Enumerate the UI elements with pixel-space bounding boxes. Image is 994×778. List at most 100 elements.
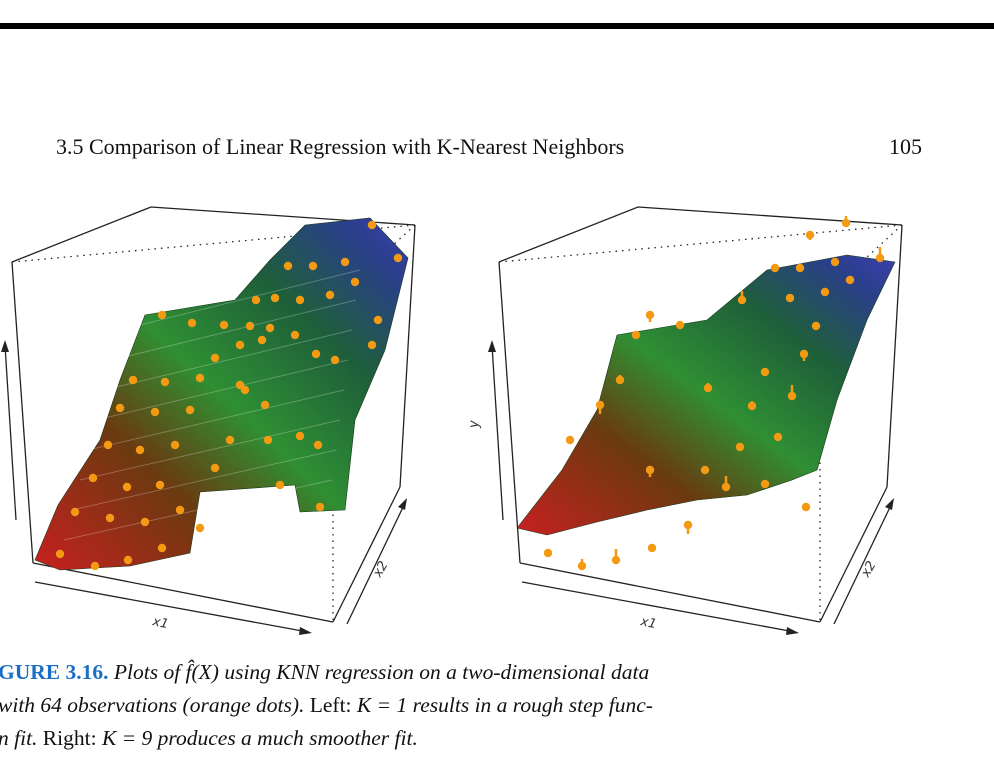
observation-point — [257, 335, 267, 345]
caption-line-2: with 64 observations (orange dots). Left… — [0, 693, 653, 718]
observation-point — [760, 367, 770, 377]
figure-label: GURE 3.16. — [0, 660, 109, 684]
observation-point — [235, 380, 245, 390]
observation-point — [195, 373, 205, 383]
observation-point — [157, 310, 167, 320]
box-edge — [498, 261, 521, 564]
arrow-head — [1, 340, 9, 352]
observation-point — [219, 320, 229, 330]
observation-point — [735, 442, 745, 452]
observation-point — [683, 520, 693, 530]
observation-point — [103, 440, 113, 450]
observation-point — [611, 555, 621, 565]
observation-point — [157, 543, 167, 553]
step-edge — [119, 269, 361, 331]
observation-point — [160, 377, 170, 387]
observation-point — [290, 330, 300, 340]
observation-point — [647, 543, 657, 553]
observation-point — [350, 277, 360, 287]
observation-point — [737, 295, 747, 305]
observation-point — [122, 482, 132, 492]
observation-point — [330, 355, 340, 365]
caption-text: with 64 observations (orange dots). — [0, 693, 305, 717]
observation-point — [703, 383, 713, 393]
observation-point — [295, 431, 305, 441]
top-rule — [0, 23, 994, 29]
observation-point — [150, 407, 160, 417]
observation-point — [340, 257, 350, 267]
observation-point — [801, 502, 811, 512]
observation-point — [265, 323, 275, 333]
page-number: 105 — [889, 134, 922, 159]
observation-point — [325, 290, 335, 300]
observation-point — [195, 523, 205, 533]
regression-surface — [516, 254, 896, 536]
x1-axis-arrow — [521, 581, 796, 633]
observation-point — [55, 549, 65, 559]
caption-line-3: n fit. Right: K = 9 produces a much smoo… — [0, 726, 418, 751]
observation-point — [185, 405, 195, 415]
observation-point — [645, 310, 655, 320]
observation-point — [251, 295, 261, 305]
observation-point — [123, 555, 133, 565]
observation-point — [170, 440, 180, 450]
left-plot-knn-k1 — [1, 206, 416, 635]
caption-line-1: GURE 3.16. Plots of f̂(X) using KNN regr… — [0, 660, 649, 685]
observation-point — [785, 293, 795, 303]
observation-point — [773, 432, 783, 442]
regression-surface — [34, 217, 409, 571]
observation-point — [875, 253, 885, 263]
right-x1-label: x1 — [638, 614, 658, 632]
step-edge — [111, 299, 357, 361]
box-edge — [399, 224, 416, 488]
box-edge — [519, 562, 821, 623]
observation-point — [675, 320, 685, 330]
observation-point — [367, 220, 377, 230]
observation-point — [841, 218, 851, 228]
left-x2-label: x2 — [370, 559, 391, 581]
observation-point — [747, 401, 757, 411]
arrow-head — [398, 498, 407, 510]
observation-point — [70, 507, 80, 517]
caption-text: K = 9 produces a much smoother fit. — [101, 726, 418, 750]
step-edge — [87, 389, 345, 451]
box-edge — [332, 486, 401, 623]
x2-axis-arrow — [346, 502, 406, 625]
box-edge-hidden — [498, 224, 903, 263]
y-axis-arrow — [491, 344, 504, 521]
observation-point — [805, 230, 815, 240]
observation-point — [115, 403, 125, 413]
box-edge — [886, 224, 903, 488]
caption-text: Left: — [309, 693, 352, 717]
left-x1-label: x1 — [150, 614, 170, 632]
observation-point — [311, 349, 321, 359]
observation-point — [275, 480, 285, 490]
observation-point — [88, 473, 98, 483]
observation-point — [795, 263, 805, 273]
observation-point — [270, 293, 280, 303]
box-edge — [498, 206, 639, 263]
caption-text: K = 1 results in a rough step func- — [356, 693, 653, 717]
box-edge — [819, 486, 888, 623]
arrow-head — [488, 340, 496, 352]
observation-point — [210, 463, 220, 473]
box-edge — [32, 562, 334, 623]
observation-point — [105, 513, 115, 523]
step-edge — [63, 479, 333, 541]
caption-text: Right: — [42, 726, 97, 750]
right-y-label: y — [467, 420, 482, 429]
right-x2-label: x2 — [858, 559, 879, 581]
observation-point — [799, 349, 809, 359]
observation-point — [210, 353, 220, 363]
observation-point — [845, 275, 855, 285]
observation-point — [820, 287, 830, 297]
observation-point — [128, 375, 138, 385]
observation-point — [595, 400, 605, 410]
observation-point — [313, 440, 323, 450]
observation-point — [811, 321, 821, 331]
box-edge — [11, 261, 34, 564]
observation-point — [700, 465, 710, 475]
x1-axis-arrow — [34, 581, 309, 633]
observation-point — [135, 445, 145, 455]
caption-text: n fit. — [0, 726, 38, 750]
